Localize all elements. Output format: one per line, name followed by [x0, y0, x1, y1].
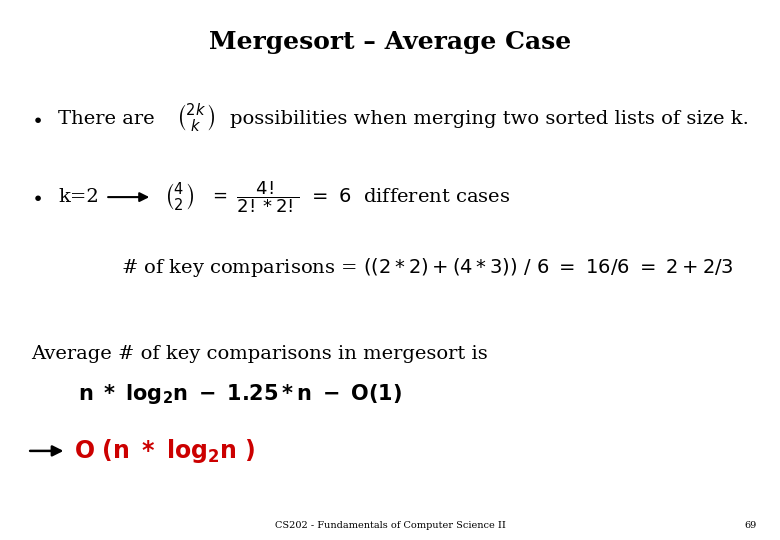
Text: $=\ 6$  different cases: $=\ 6$ different cases [308, 188, 510, 206]
Text: # of key comparisons = $((2*2)+(4*3))\ /\ 6\ =\ 16/6\ =\ 2 + 2/3$: # of key comparisons = $((2*2)+(4*3))\ /… [121, 256, 734, 279]
Text: $\mathbf{O\ (n\ *\ log_2 n\ )}$: $\mathbf{O\ (n\ *\ log_2 n\ )}$ [74, 437, 255, 465]
Text: $\bullet$: $\bullet$ [31, 110, 42, 128]
Text: k=2: k=2 [58, 188, 99, 206]
Text: possibilities when merging two sorted lists of size k.: possibilities when merging two sorted li… [230, 110, 749, 128]
Text: $\mathbf{n\ *\ log_2 n\ -\ 1.25*n\ -\ O(1)}$: $\mathbf{n\ *\ log_2 n\ -\ 1.25*n\ -\ O(… [78, 382, 402, 406]
Text: $\bullet$: $\bullet$ [31, 188, 42, 206]
Text: Mergesort – Average Case: Mergesort – Average Case [209, 30, 571, 53]
Text: Average # of key comparisons in mergesort is: Average # of key comparisons in mergesor… [31, 345, 488, 363]
Text: There are: There are [58, 110, 155, 128]
Text: 69: 69 [744, 521, 757, 530]
Text: $\binom{2k}{k}$: $\binom{2k}{k}$ [176, 102, 214, 136]
Text: $=\ \dfrac{4!}{2!*2!}$: $=\ \dfrac{4!}{2!*2!}$ [209, 179, 300, 215]
Text: CS202 - Fundamentals of Computer Science II: CS202 - Fundamentals of Computer Science… [275, 521, 505, 530]
Text: $\binom{4}{2}$: $\binom{4}{2}$ [164, 180, 195, 214]
